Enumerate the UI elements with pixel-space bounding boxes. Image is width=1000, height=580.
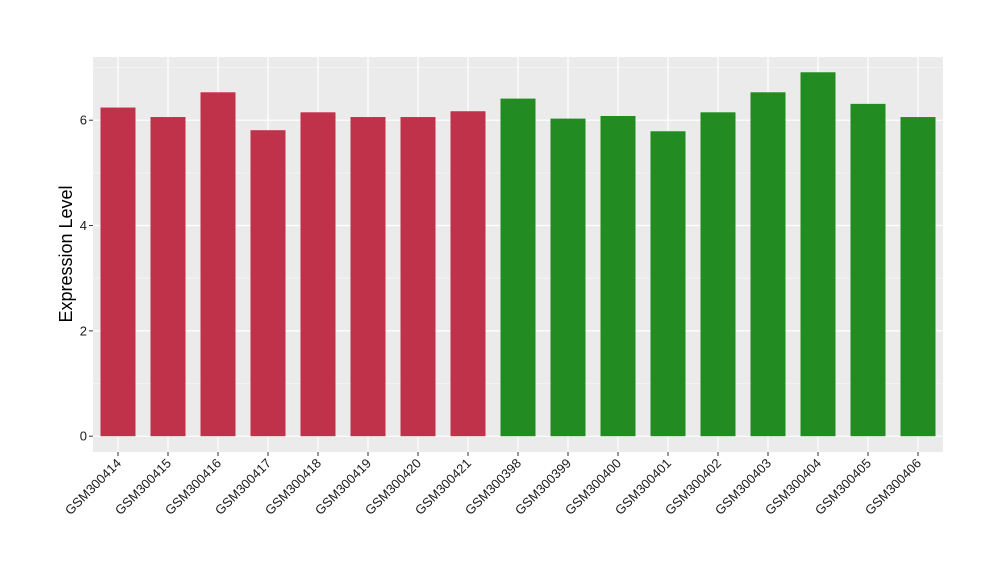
bar-GSM300400 [600, 115, 636, 437]
bar-GSM300414 [100, 107, 136, 437]
bar-GSM300401 [650, 131, 686, 437]
bar-GSM300418 [300, 112, 336, 437]
y-tick-label: 6 [80, 113, 87, 128]
y-tick-label: 0 [80, 429, 87, 444]
bar-GSM300399 [550, 118, 586, 437]
bar-GSM300398 [500, 98, 536, 437]
bar-GSM300416 [200, 92, 236, 437]
bars [100, 72, 936, 437]
y-axis: 0 2 4 6 [80, 113, 93, 444]
y-axis-title: Expression Level [56, 185, 76, 322]
bar-GSM300420 [400, 117, 436, 437]
bar-GSM300402 [700, 112, 736, 437]
x-axis: GSM300414GSM300415GSM300416GSM300417GSM3… [62, 452, 924, 518]
bar-GSM300415 [150, 117, 186, 437]
bar-GSM300406 [900, 117, 936, 437]
bar-GSM300403 [750, 92, 786, 437]
y-tick-label: 4 [80, 218, 87, 233]
bar-GSM300405 [850, 103, 886, 437]
bar-GSM300421 [450, 111, 486, 437]
bar-GSM300417 [250, 130, 286, 437]
bar-GSM300419 [350, 117, 386, 437]
bar-GSM300404 [800, 72, 836, 437]
y-tick-label: 2 [80, 323, 87, 338]
